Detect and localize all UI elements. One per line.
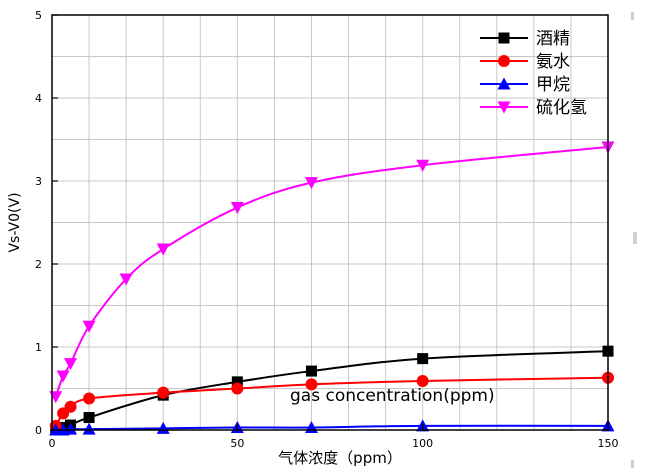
legend-item-1: 氨水 [480,52,570,72]
data-point [230,202,244,215]
legend-item-3: 硫化氢 [480,98,587,118]
data-point [82,320,96,333]
data-point [305,378,318,391]
x-tick-label: 50 [230,437,244,450]
data-point [417,353,429,365]
series-1 [49,371,614,432]
series-3 [49,141,615,404]
legend-marker [498,55,510,67]
y-axis-label: Vs-V0(V) [7,192,23,252]
x-tick-label: 100 [412,437,433,450]
edge-mark-middle [633,232,637,244]
annotation-text: gas concentration(ppm) [290,386,495,406]
data-point [416,159,430,172]
data-point [119,273,133,286]
plot-frame [51,14,609,431]
data-point [305,365,317,377]
data-point [156,421,170,434]
y-tick-label: 3 [35,175,42,188]
data-point [231,376,243,388]
legend-marker [498,32,510,44]
y-tick-label: 2 [35,258,42,271]
y-tick-label: 5 [35,9,42,22]
axis-ticks: 0 50 100 150 0 1 2 3 4 5 [35,9,619,450]
series-layer [49,141,615,436]
y-tick-label: 0 [35,424,42,437]
data-point [83,412,95,424]
edge-mark-top [631,12,634,20]
data-point [83,392,96,405]
edge-mark-bottom [631,460,634,468]
legend-item-0: 酒精 [480,29,570,49]
legend-item-2: 甲烷 [480,75,570,95]
legend-marker [497,77,511,90]
data-point [64,422,78,435]
legend-marker [497,101,511,114]
y-tick-label: 4 [35,92,42,105]
data-point [157,386,170,399]
data-point [82,422,96,435]
x-tick-label: 0 [49,437,56,450]
y-tick-label: 1 [35,341,42,354]
series-2 [49,419,615,436]
data-point [416,375,429,388]
x-tick-label: 150 [598,437,619,450]
data-point [304,177,318,190]
data-point [231,382,244,395]
legend-label: 酒精 [536,29,570,49]
data-point [64,358,78,371]
series-line [54,145,609,398]
legend-label: 甲烷 [536,75,570,95]
legend-label: 氨水 [536,52,570,72]
data-point [56,370,70,383]
data-point [156,243,170,256]
data-point [49,391,63,404]
x-axis-label: 气体浓度（ppm） [278,449,402,467]
legend-label: 硫化氢 [536,98,587,118]
data-point [64,400,77,413]
